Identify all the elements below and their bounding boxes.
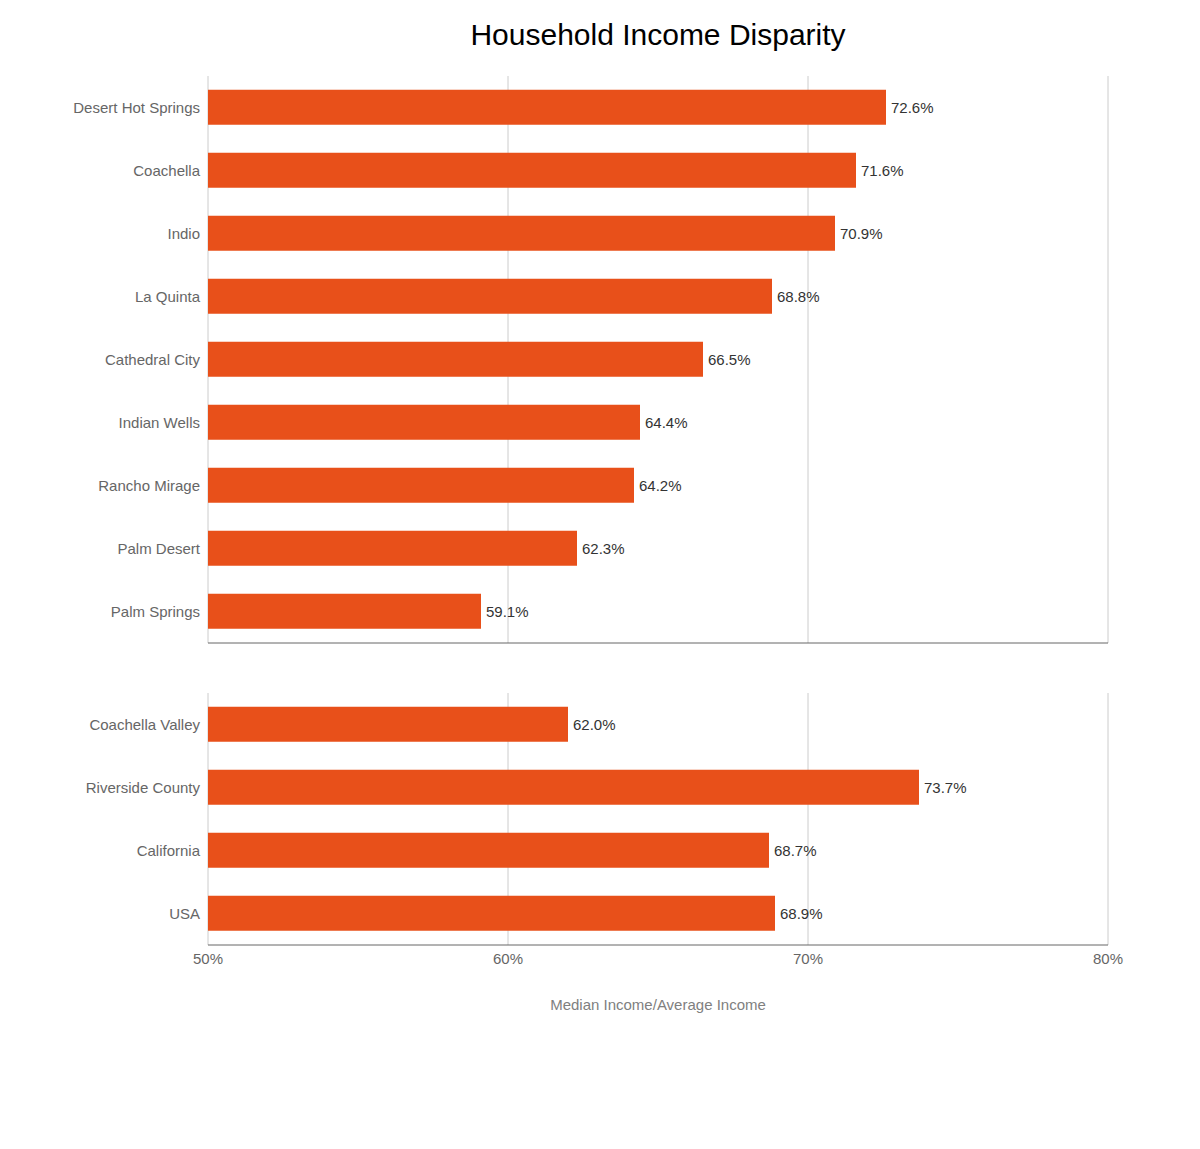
svg-text:66.5%: 66.5% (708, 351, 751, 368)
svg-text:64.4%: 64.4% (645, 414, 688, 431)
svg-text:Desert Hot Springs: Desert Hot Springs (73, 99, 200, 116)
svg-text:Median Income/Average Income: Median Income/Average Income (550, 996, 766, 1013)
svg-text:USA: USA (169, 905, 200, 922)
svg-text:68.9%: 68.9% (780, 905, 823, 922)
svg-text:72.6%: 72.6% (891, 99, 934, 116)
svg-text:La Quinta: La Quinta (135, 288, 201, 305)
svg-text:Palm Springs: Palm Springs (111, 603, 200, 620)
svg-text:Cathedral City: Cathedral City (105, 351, 201, 368)
svg-text:Coachella: Coachella (133, 162, 200, 179)
svg-text:64.2%: 64.2% (639, 477, 682, 494)
svg-text:50%: 50% (193, 950, 223, 967)
svg-text:73.7%: 73.7% (924, 779, 967, 796)
svg-text:62.0%: 62.0% (573, 716, 616, 733)
svg-text:68.8%: 68.8% (777, 288, 820, 305)
svg-text:59.1%: 59.1% (486, 603, 529, 620)
svg-text:Indio: Indio (167, 225, 200, 242)
svg-text:68.7%: 68.7% (774, 842, 817, 859)
svg-text:Palm Desert: Palm Desert (117, 540, 200, 557)
svg-text:Indian Wells: Indian Wells (119, 414, 200, 431)
svg-text:60%: 60% (493, 950, 523, 967)
html-text:Household Income Disparity: Household Income Disparity (470, 18, 846, 51)
svg-text:71.6%: 71.6% (861, 162, 904, 179)
svg-text:Coachella Valley: Coachella Valley (89, 716, 200, 733)
svg-text:62.3%: 62.3% (582, 540, 625, 557)
svg-text:Rancho Mirage: Rancho Mirage (98, 477, 200, 494)
svg-text:California: California (137, 842, 201, 859)
svg-text:70%: 70% (793, 950, 823, 967)
svg-text:70.9%: 70.9% (840, 225, 883, 242)
svg-text:Riverside County: Riverside County (86, 779, 201, 796)
svg-text:80%: 80% (1093, 950, 1123, 967)
